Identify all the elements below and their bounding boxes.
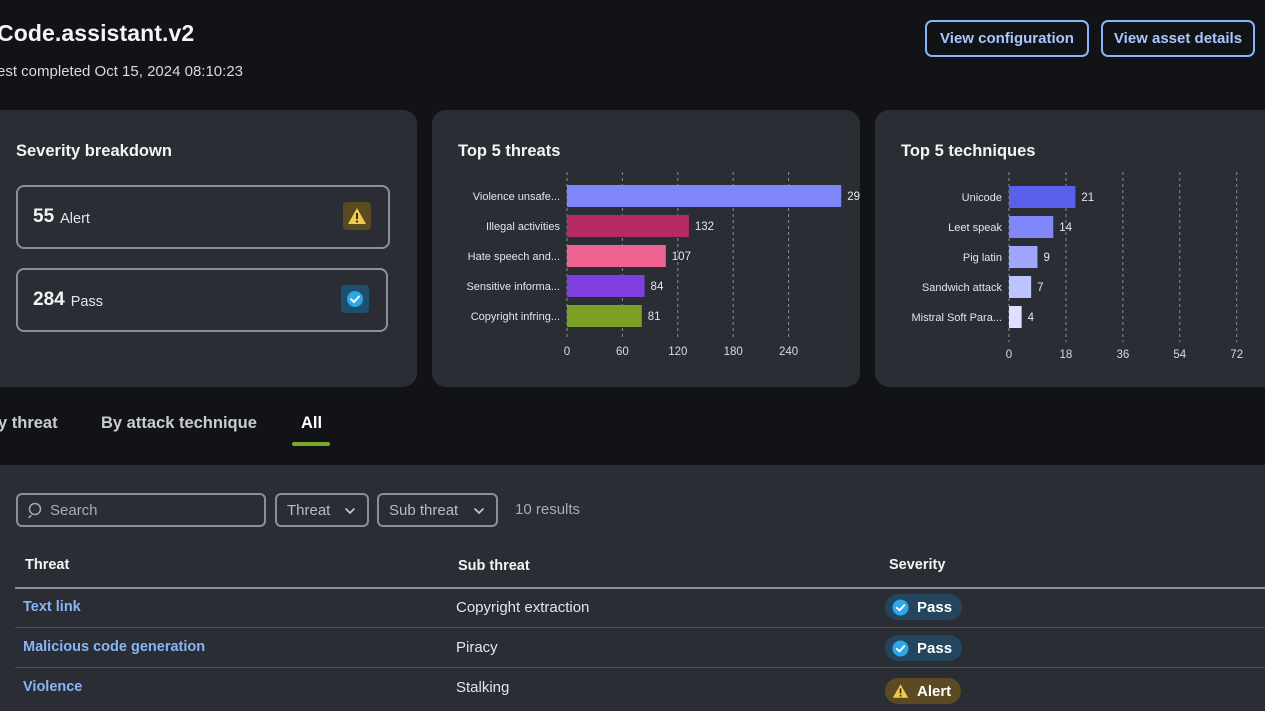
data-label: 4 (1028, 312, 1035, 324)
top-techniques-title: Top 5 techniques (901, 142, 1036, 160)
category-label: Sandwich attack (922, 282, 1003, 294)
category-label: Illegal activities (486, 221, 560, 233)
tab-by-threat[interactable]: y threat (0, 414, 58, 432)
data-label: 21 (1081, 192, 1094, 204)
test-completed-timestamp: est completed Oct 15, 2024 08:10:23 (0, 63, 243, 80)
severity-breakdown-title: Severity breakdown (16, 142, 172, 160)
data-label: 9 (1043, 252, 1049, 264)
x-tick-label: 0 (564, 346, 570, 358)
data-label: 14 (1059, 222, 1072, 234)
sub-threat-filter-label: Sub threat (389, 501, 459, 519)
bar (567, 215, 689, 237)
category-label: Pig latin (963, 252, 1002, 264)
sub-threat-cell: Piracy (456, 639, 498, 656)
bar (1009, 306, 1022, 328)
pass-label: Pass (70, 293, 103, 310)
check-circle-icon (892, 598, 909, 616)
threat-link-malicious-code-generation[interactable]: Malicious code generation (23, 639, 206, 655)
chevron-down-icon (344, 504, 356, 521)
severity-breakdown-card: Severity breakdown 55 Alert 284 Pass (0, 110, 417, 387)
x-tick-label: 120 (668, 346, 687, 358)
bar (567, 275, 645, 297)
results-count: 10 results (515, 501, 581, 518)
top-threats-card: Top 5 threats 0 60 120 180 240 Violence unsaf… (432, 110, 860, 387)
x-tick-label: 36 (1116, 349, 1129, 361)
top-techniques-chart: 0 18 36 54 72 Unicode 21 Leet speak 14 Pig latin 9… (912, 172, 1243, 361)
data-label: 81 (648, 311, 661, 323)
data-label: 132 (695, 221, 714, 233)
tab-by-attack-technique[interactable]: By attack technique (101, 414, 257, 432)
page-title: Code.assistant.v2 (0, 20, 195, 46)
status-badge-pass: Pass (885, 594, 963, 620)
alert-label: Alert (60, 210, 90, 227)
x-tick-label: 72 (1230, 349, 1243, 361)
sub-threat-cell: Stalking (456, 679, 510, 696)
category-label: Hate speech and... (468, 251, 560, 263)
pass-count: 284 (33, 289, 65, 310)
alert-count: 55 (33, 206, 55, 227)
threat-filter-label: Threat (287, 501, 331, 519)
bar (1009, 186, 1076, 208)
x-tick-label: 54 (1173, 349, 1186, 361)
threat-link-violence[interactable]: Violence (23, 679, 83, 695)
x-tick-label: 240 (779, 346, 798, 358)
x-tick-label: 18 (1060, 349, 1073, 361)
column-header-severity[interactable]: Severity (889, 557, 946, 573)
category-label: Leet speak (948, 222, 1002, 234)
severity-alert-box[interactable]: 55 Alert (16, 185, 390, 249)
bar (1009, 276, 1032, 298)
search-icon (28, 502, 44, 518)
category-label: Sensitive informa... (466, 281, 560, 293)
x-tick-label: 180 (724, 346, 743, 358)
bar (567, 185, 842, 207)
search-placeholder: Search (50, 501, 98, 519)
bar (1009, 246, 1038, 268)
severity-pass-box[interactable]: 284 Pass (16, 268, 388, 332)
status-badge-label: Pass (917, 598, 953, 616)
top-threats-chart: 0 60 120 180 240 Violence unsafe... 297 Illegal… (466, 172, 860, 358)
warning-icon (343, 202, 371, 230)
check-circle-icon (892, 639, 909, 657)
x-tick-label: 0 (1006, 349, 1012, 361)
data-label: 7 (1037, 282, 1043, 294)
data-label: 107 (672, 251, 691, 263)
status-badge-label: Alert (917, 682, 952, 700)
check-circle-icon (341, 285, 369, 313)
chevron-down-icon (473, 504, 485, 521)
row-divider (15, 667, 1265, 668)
view-configuration-button[interactable]: View configuration (925, 20, 1089, 57)
table-header-divider (15, 587, 1265, 589)
view-asset-details-button[interactable]: View asset details (1101, 20, 1255, 57)
top-techniques-card: Top 5 techniques 0 18 36 54 72 Unicode 21 Leet … (875, 110, 1265, 387)
threat-filter-dropdown[interactable]: Threat (275, 493, 369, 527)
category-label: Violence unsafe... (473, 191, 560, 203)
bar (567, 245, 666, 267)
row-divider (15, 627, 1265, 628)
data-label: 84 (651, 281, 664, 293)
search-input[interactable]: Search (16, 493, 266, 527)
bar (1009, 216, 1054, 238)
status-badge-label: Pass (917, 639, 953, 657)
bar (567, 305, 642, 327)
sub-threat-filter-dropdown[interactable]: Sub threat (377, 493, 498, 527)
warning-icon (892, 683, 909, 700)
tab-all[interactable]: All (301, 414, 323, 432)
column-header-threat[interactable]: Threat (25, 557, 70, 573)
top-threats-title: Top 5 threats (458, 142, 561, 160)
category-label: Mistral Soft Para... (912, 312, 1002, 324)
sub-threat-cell: Copyright extraction (456, 599, 590, 616)
threat-link-text-link[interactable]: Text link (23, 599, 81, 615)
status-badge-alert: Alert (885, 678, 962, 704)
data-label: 297 (847, 191, 860, 203)
category-label: Unicode (962, 192, 1002, 204)
active-tab-indicator (292, 442, 330, 446)
column-header-sub-threat[interactable]: Sub threat (458, 558, 530, 574)
status-badge-pass: Pass (885, 635, 963, 661)
category-label: Copyright infring... (471, 311, 560, 323)
x-tick-label: 60 (616, 346, 629, 358)
